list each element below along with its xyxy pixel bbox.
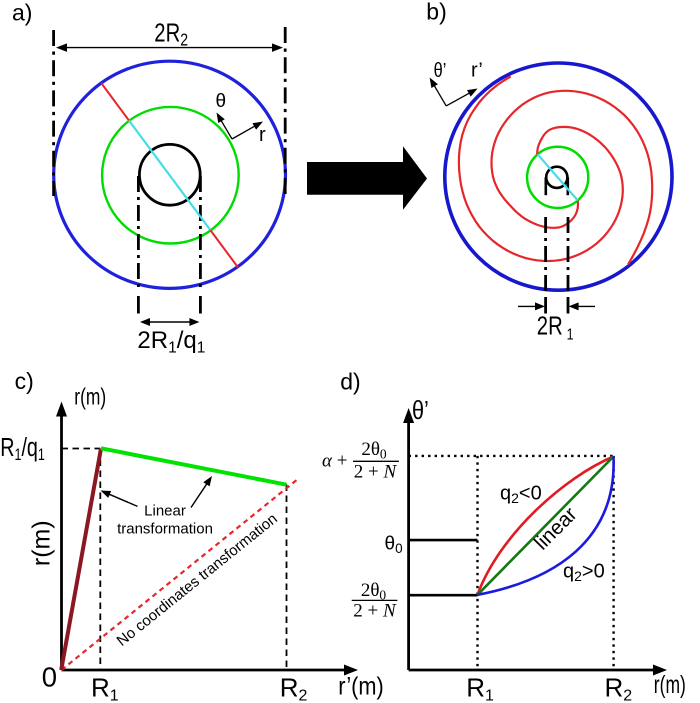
svg-text:α +: α +: [322, 451, 347, 472]
svg-text:r(m): r(m): [74, 384, 106, 410]
svg-text:2θ0: 2θ0: [361, 439, 387, 462]
svg-text:θ’: θ’: [434, 58, 447, 81]
svg-text:r(m): r(m): [28, 520, 56, 566]
svg-text:θ: θ: [216, 91, 227, 112]
svg-text:θ0: θ0: [385, 534, 403, 557]
svg-text:2R2: 2R2: [154, 18, 188, 50]
svg-text:R1: R1: [466, 673, 494, 703]
svg-text:r: r: [259, 124, 266, 146]
svg-text:r(m): r(m): [654, 670, 686, 699]
svg-text:d): d): [340, 369, 360, 395]
svg-text:b): b): [426, 0, 446, 25]
svg-text:2 + N: 2 + N: [353, 601, 397, 622]
svg-text:R2: R2: [605, 673, 633, 703]
svg-text:a): a): [12, 0, 32, 25]
svg-text:transformation: transformation: [117, 521, 213, 538]
svg-text:Linear: Linear: [144, 503, 186, 520]
svg-text:c): c): [15, 368, 34, 394]
svg-text:0: 0: [42, 661, 57, 692]
svg-text:θ’: θ’: [412, 397, 429, 425]
svg-text:2θ0: 2θ0: [361, 580, 387, 603]
svg-text:q2>0: q2>0: [563, 561, 605, 585]
svg-text:2R1: 2R 1: [537, 311, 574, 344]
svg-text:R1/q1: R1/q1: [0, 432, 45, 464]
svg-text:r’(m): r’(m): [338, 672, 383, 700]
svg-text:R2: R2: [280, 673, 308, 703]
svg-text:q2<0: q2<0: [500, 483, 542, 507]
svg-text:2 + N: 2 + N: [354, 462, 398, 483]
svg-text:R1: R1: [91, 673, 119, 703]
svg-text:2R1/q1: 2R1/q1: [137, 327, 205, 356]
svg-text:r’: r’: [471, 60, 483, 82]
